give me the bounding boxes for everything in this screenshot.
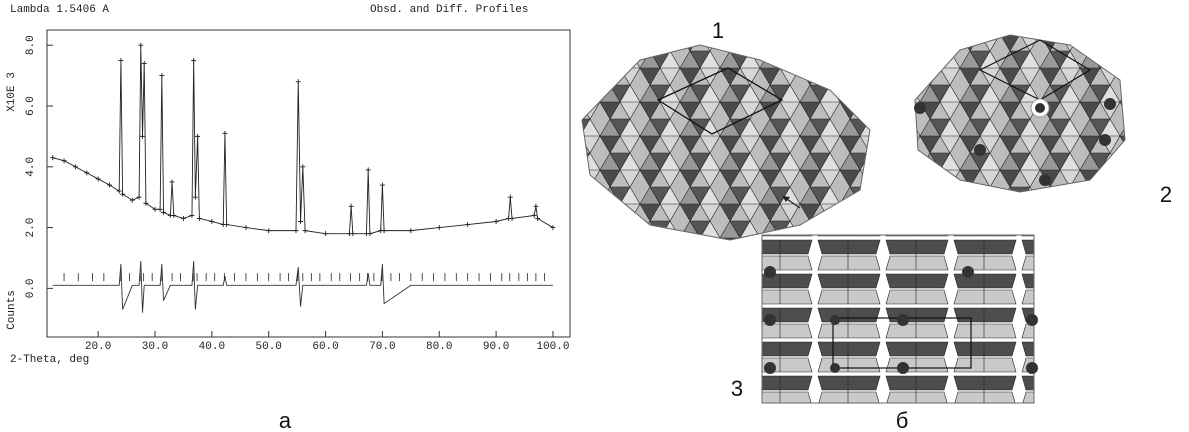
- x-tick-label: 90.0: [483, 341, 509, 353]
- channels: [914, 98, 1116, 186]
- x-tick-label: 50.0: [256, 341, 282, 353]
- observed-point: [192, 194, 198, 200]
- observed-point: [408, 228, 414, 234]
- observed-point: [222, 130, 228, 136]
- observed-point: [436, 225, 442, 231]
- observed-point: [533, 203, 539, 209]
- observed-point: [61, 158, 67, 164]
- observed-point: [531, 212, 537, 218]
- chart-title: Lambda 1.5406 A: [10, 4, 109, 16]
- observed-point: [161, 209, 167, 215]
- y-tick-label: 2.0: [25, 218, 37, 238]
- diffraction-chart: Lambda 1.5406 A Obsd. and Diff. Profiles…: [6, 4, 571, 432]
- observed-point: [118, 57, 124, 63]
- observed-point: [243, 225, 249, 231]
- observed-point: [191, 57, 197, 63]
- observed-point: [365, 167, 371, 173]
- observed-point: [507, 194, 513, 200]
- structure-diagrams: 1 2 3 б: [581, 18, 1172, 432]
- observed-point: [157, 206, 163, 212]
- channels: [764, 266, 1038, 374]
- observed-point: [143, 200, 149, 206]
- structure-2: [914, 34, 1126, 193]
- y-tick-label: 8.0: [25, 35, 37, 55]
- observed-point: [107, 182, 113, 188]
- panel-label: а: [279, 408, 292, 432]
- x-tick-label: 20.0: [85, 341, 111, 353]
- profile-line: [52, 45, 554, 235]
- observed-point: [302, 228, 308, 234]
- observed-point: [84, 170, 90, 176]
- observed-point: [72, 164, 78, 170]
- plot-frame: [46, 29, 571, 338]
- observed-point: [136, 194, 142, 200]
- observed-point: [550, 225, 556, 231]
- structure-label: 2: [1160, 182, 1172, 207]
- y-tick-label: 6.0: [25, 96, 37, 116]
- observed-point: [138, 42, 144, 48]
- observed-point: [95, 176, 101, 182]
- y-tick-label: 4.0: [25, 157, 37, 177]
- observed-point: [300, 164, 306, 170]
- structure-1: [581, 44, 871, 241]
- x-tick-label: 60.0: [312, 341, 338, 353]
- observed-point: [298, 218, 304, 224]
- observed-point: [493, 218, 499, 224]
- observed-point: [381, 228, 387, 234]
- observed-point: [152, 206, 158, 212]
- unit-cell: [978, 39, 1092, 101]
- observed-point: [140, 133, 146, 139]
- y-axis-label: Counts: [6, 290, 18, 330]
- observed-point: [379, 182, 385, 188]
- x-tick-label: 30.0: [142, 341, 168, 353]
- x-tick-label: 70.0: [369, 341, 395, 353]
- observed-point: [180, 215, 186, 221]
- profile-line: [52, 260, 553, 313]
- observed-point: [195, 133, 201, 139]
- observed-point: [535, 215, 541, 221]
- observed-point: [465, 222, 471, 228]
- observed-point: [350, 231, 356, 237]
- arrow-head: [782, 196, 790, 202]
- chart-subtitle: Obsd. and Diff. Profiles: [370, 4, 528, 16]
- structure-label: 3: [731, 376, 743, 401]
- observed-point: [171, 212, 177, 218]
- x-tick-label: 100.0: [536, 341, 569, 353]
- observed-point: [295, 79, 301, 85]
- x-axis-label: 2-Theta, deg: [10, 354, 89, 366]
- observed-point: [141, 60, 147, 66]
- x-tick-label: 40.0: [199, 341, 225, 353]
- observed-point: [323, 231, 329, 237]
- observed-point: [293, 228, 299, 234]
- observed-point: [159, 73, 165, 79]
- observed-point: [116, 188, 122, 194]
- observed-point: [367, 231, 373, 237]
- observed-point: [266, 228, 272, 234]
- observed-point: [509, 215, 515, 221]
- unit-cell: [656, 67, 784, 135]
- observed-point: [50, 155, 56, 161]
- observed-point: [196, 215, 202, 221]
- observed-point: [169, 179, 175, 185]
- structure-label: 1: [712, 18, 724, 43]
- x-tick-label: 80.0: [426, 341, 452, 353]
- observed-point: [189, 212, 195, 218]
- observed-point: [348, 203, 354, 209]
- y-axis-label: X10E 3: [6, 72, 18, 112]
- observed-point: [129, 197, 135, 203]
- observed-point: [224, 222, 230, 228]
- observed-point: [209, 218, 215, 224]
- y-tick-label: 0.0: [25, 278, 37, 298]
- panel-label: б: [896, 408, 909, 432]
- observed-point: [120, 191, 126, 197]
